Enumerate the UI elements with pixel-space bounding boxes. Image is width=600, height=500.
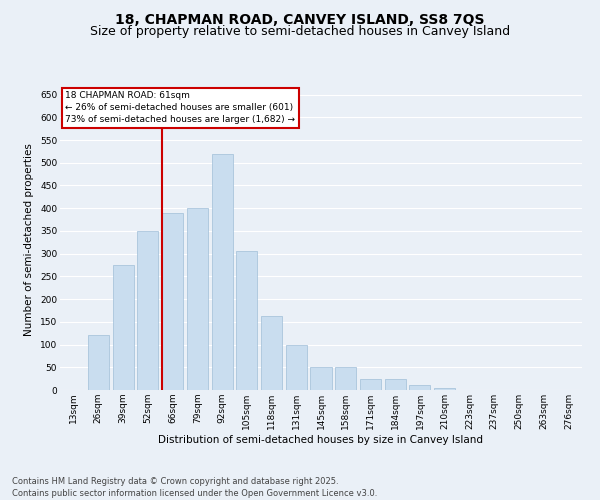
- Bar: [310, 368, 332, 390]
- Bar: [434, 388, 455, 390]
- Bar: [162, 212, 183, 390]
- Bar: [286, 344, 307, 390]
- Bar: [187, 208, 208, 390]
- Bar: [88, 336, 109, 390]
- Bar: [236, 252, 257, 390]
- Bar: [409, 386, 430, 390]
- Bar: [360, 378, 381, 390]
- Bar: [261, 316, 282, 390]
- Bar: [212, 154, 233, 390]
- Text: Size of property relative to semi-detached houses in Canvey Island: Size of property relative to semi-detach…: [90, 25, 510, 38]
- Y-axis label: Number of semi-detached properties: Number of semi-detached properties: [25, 144, 34, 336]
- Bar: [113, 265, 134, 390]
- X-axis label: Distribution of semi-detached houses by size in Canvey Island: Distribution of semi-detached houses by …: [158, 434, 484, 444]
- Text: 18, CHAPMAN ROAD, CANVEY ISLAND, SS8 7QS: 18, CHAPMAN ROAD, CANVEY ISLAND, SS8 7QS: [115, 12, 485, 26]
- Text: Contains HM Land Registry data © Crown copyright and database right 2025.
Contai: Contains HM Land Registry data © Crown c…: [12, 476, 377, 498]
- Bar: [335, 368, 356, 390]
- Bar: [137, 231, 158, 390]
- Bar: [385, 378, 406, 390]
- Text: 18 CHAPMAN ROAD: 61sqm
← 26% of semi-detached houses are smaller (601)
73% of se: 18 CHAPMAN ROAD: 61sqm ← 26% of semi-det…: [65, 92, 295, 124]
